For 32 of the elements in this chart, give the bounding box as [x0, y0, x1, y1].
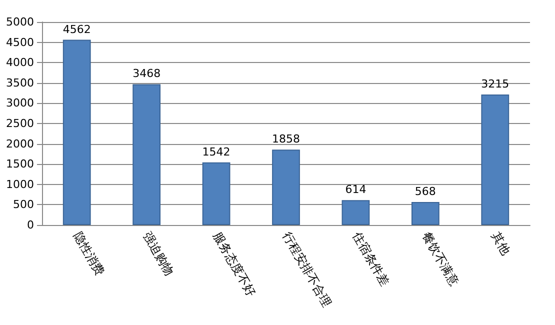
y-tick-label: 3500: [6, 76, 34, 90]
y-tick-label: 1000: [6, 178, 34, 191]
data-label: 4562: [62, 22, 91, 36]
data-label: 3215: [481, 77, 510, 90]
bar: [342, 200, 370, 225]
y-tick-label: 4500: [6, 36, 34, 49]
y-tick-label: 3000: [6, 96, 34, 110]
bar: [272, 150, 300, 225]
x-tick-label: 行程安排不合理: [280, 230, 334, 310]
x-tick-label: 其他: [489, 230, 514, 258]
y-tick-label: 1500: [6, 158, 34, 171]
x-tick-label: 隐性消费: [70, 230, 107, 278]
y-tick-label: 2000: [6, 137, 34, 150]
data-label: 568: [414, 184, 436, 198]
bar: [132, 84, 161, 225]
data-label: 3468: [132, 67, 161, 80]
bar: [411, 202, 440, 225]
x-tick-label: 强迫购物: [140, 230, 177, 278]
y-tick-label: 5000: [6, 16, 34, 28]
bar: [481, 94, 510, 225]
y-tick-label: 2500: [6, 117, 34, 130]
data-label: 614: [345, 183, 366, 196]
bar: [202, 162, 230, 225]
data-label: 1542: [202, 145, 230, 158]
bar: [62, 40, 91, 225]
x-tick-label: 服务态度不好: [210, 230, 258, 299]
x-tick-label: 住宿条件差: [349, 228, 392, 288]
x-tick-label: 餐饮不满意: [419, 230, 462, 288]
y-tick-label: 4000: [6, 56, 34, 70]
y-tick-label: 500: [13, 198, 34, 212]
y-tick-label: 0: [27, 218, 34, 232]
data-label: 1858: [272, 132, 300, 146]
